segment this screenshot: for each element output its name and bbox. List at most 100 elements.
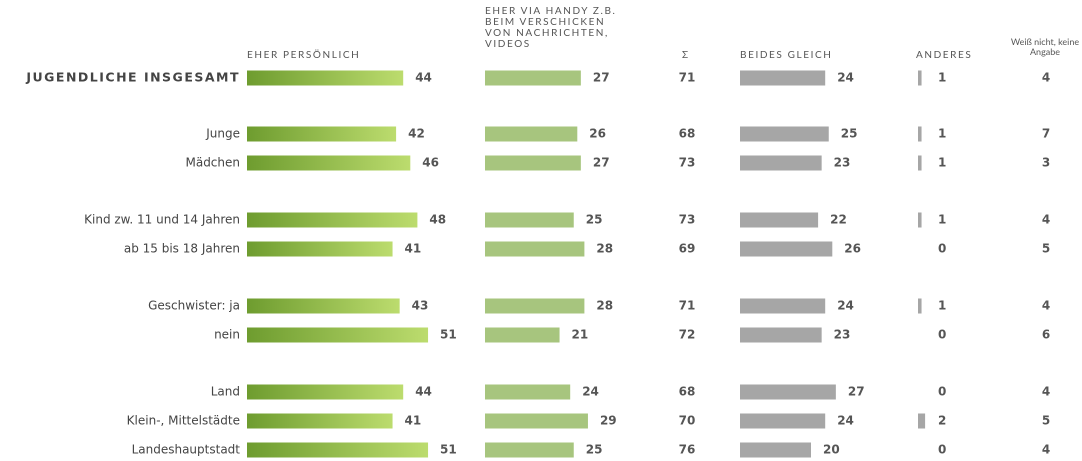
bar bbox=[918, 70, 922, 86]
value-label: 5 bbox=[1042, 242, 1050, 256]
value-label: 28 bbox=[596, 242, 613, 256]
bar bbox=[247, 241, 393, 257]
value-label: 21 bbox=[572, 328, 589, 342]
value-label: 42 bbox=[408, 127, 425, 141]
bar bbox=[918, 298, 922, 314]
value-label: 0 bbox=[938, 443, 946, 457]
value-label: 43 bbox=[412, 299, 429, 313]
bar bbox=[247, 327, 429, 343]
value-label: 4 bbox=[1042, 71, 1050, 85]
value-label: 41 bbox=[405, 414, 422, 428]
value-label: 24 bbox=[837, 414, 854, 428]
value-label: 6 bbox=[1042, 328, 1050, 342]
bar bbox=[740, 155, 822, 171]
value-label: 26 bbox=[589, 127, 606, 141]
row-label: Landeshauptstadt bbox=[132, 443, 241, 457]
column-header: BEIDES GLEICH bbox=[740, 49, 833, 61]
value-label: 1 bbox=[938, 71, 946, 85]
row-label: Klein-, Mittelstädte bbox=[127, 414, 240, 428]
value-label: 23 bbox=[834, 156, 851, 170]
bar bbox=[247, 212, 418, 228]
value-label: 72 bbox=[679, 328, 696, 342]
value-label: 68 bbox=[679, 127, 696, 141]
bar bbox=[740, 442, 811, 458]
bar bbox=[485, 384, 571, 400]
value-label: 4 bbox=[1042, 385, 1050, 399]
value-label: 1 bbox=[938, 299, 946, 313]
value-label: 27 bbox=[593, 71, 610, 85]
bar bbox=[740, 126, 829, 142]
value-label: 0 bbox=[938, 385, 946, 399]
bar bbox=[485, 327, 560, 343]
value-label: 48 bbox=[429, 213, 446, 227]
value-label: 41 bbox=[405, 242, 422, 256]
value-label: 24 bbox=[837, 299, 854, 313]
value-label: 4 bbox=[1042, 443, 1050, 457]
bar bbox=[247, 442, 429, 458]
value-label: 71 bbox=[679, 299, 696, 313]
bar bbox=[740, 241, 833, 257]
bar bbox=[247, 298, 400, 314]
bar bbox=[740, 327, 822, 343]
bar bbox=[918, 212, 922, 228]
value-label: 0 bbox=[938, 328, 946, 342]
value-label: 51 bbox=[440, 328, 457, 342]
value-label: 27 bbox=[593, 156, 610, 170]
bar bbox=[247, 155, 411, 171]
value-label: 0 bbox=[938, 242, 946, 256]
value-label: 25 bbox=[586, 213, 603, 227]
value-label: 3 bbox=[1042, 156, 1050, 170]
value-label: 76 bbox=[679, 443, 696, 457]
value-label: 73 bbox=[679, 156, 696, 170]
value-label: 1 bbox=[938, 127, 946, 141]
row-label: Mädchen bbox=[185, 156, 240, 170]
bar bbox=[485, 442, 574, 458]
value-label: 73 bbox=[679, 213, 696, 227]
value-label: 20 bbox=[823, 443, 840, 457]
value-label: 7 bbox=[1042, 127, 1050, 141]
bar bbox=[485, 298, 585, 314]
bar bbox=[247, 126, 397, 142]
value-label: 5 bbox=[1042, 414, 1050, 428]
value-label: 46 bbox=[422, 156, 439, 170]
column-header: Σ bbox=[682, 49, 690, 61]
bar bbox=[485, 241, 585, 257]
bar bbox=[740, 70, 826, 86]
value-label: 68 bbox=[679, 385, 696, 399]
value-label: 70 bbox=[679, 414, 696, 428]
value-label: 26 bbox=[844, 242, 861, 256]
value-label: 23 bbox=[834, 328, 851, 342]
value-label: 22 bbox=[830, 213, 847, 227]
value-label: 29 bbox=[600, 414, 617, 428]
row-label: nein bbox=[214, 328, 240, 342]
bar bbox=[247, 384, 404, 400]
row-label: ab 15 bis 18 Jahren bbox=[124, 242, 240, 256]
row-label: Kind zw. 11 und 14 Jahren bbox=[84, 213, 240, 227]
value-label: 44 bbox=[415, 385, 432, 399]
bar bbox=[247, 70, 404, 86]
bar bbox=[485, 155, 581, 171]
value-label: 51 bbox=[440, 443, 457, 457]
value-label: 69 bbox=[679, 242, 696, 256]
bar bbox=[918, 126, 922, 142]
value-label: 4 bbox=[1042, 299, 1050, 313]
column-header: EHER VIA HANDY Z.B. BEIM VERSCHICKEN VON… bbox=[485, 5, 617, 50]
column-header: Weiß nicht, keine Angabe bbox=[1010, 36, 1080, 57]
value-label: 28 bbox=[596, 299, 613, 313]
bar bbox=[740, 384, 836, 400]
bar bbox=[485, 413, 588, 429]
value-label: 25 bbox=[586, 443, 603, 457]
value-label: 24 bbox=[837, 71, 854, 85]
bar bbox=[485, 70, 581, 86]
row-label: Junge bbox=[205, 127, 240, 141]
bar bbox=[485, 212, 574, 228]
bar bbox=[247, 413, 393, 429]
value-label: 25 bbox=[841, 127, 858, 141]
row-label: Geschwister: ja bbox=[148, 299, 240, 313]
value-label: 71 bbox=[679, 71, 696, 85]
value-label: 1 bbox=[938, 156, 946, 170]
row-label: JUGENDLICHE INSGESAMT bbox=[25, 70, 240, 85]
column-header: EHER PERSÖNLICH bbox=[247, 49, 361, 61]
